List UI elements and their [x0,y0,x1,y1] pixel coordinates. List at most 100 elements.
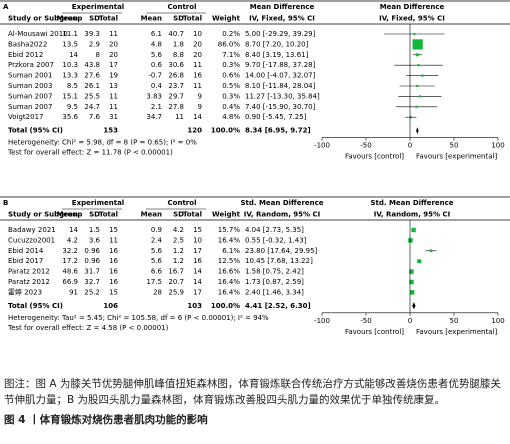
weight: 16.4% [218,236,241,244]
cell: 1.2 [173,247,184,255]
effect-ci: 14.00 [-4.07, 32.07] [245,72,316,80]
column-header: IV, Fixed, 95% CI [379,15,445,23]
study-name: Paratz 2012 [8,278,50,286]
effect-square [411,227,416,233]
cell: 11 [109,92,118,100]
cell: 11 [109,30,118,38]
cell: 8.5 [67,82,78,90]
heterogeneity: Heterogeneity: Tau² = 5.45; Chi² = 105.5… [8,314,269,322]
favours-right: Favours [experimental] [416,328,497,336]
cell: 16 [109,247,118,255]
cell: 23.7 [168,82,184,90]
favours-left: Favours [control] [345,328,404,336]
cell: 15.1 [62,92,78,100]
effect-ci: 8.10 [-11.84, 28.04] [245,82,316,90]
effect-ci: 1.73 [0.87, 2.59] [245,278,304,286]
total-effect: 4.41 [2.52, 6.30] [245,302,311,310]
cell: 35.6 [62,113,78,121]
cell: 9 [198,92,202,100]
x-tick-label: 100 [491,142,504,150]
group-header: Experimental [72,3,124,11]
group-header: Control [168,199,197,207]
cell: 25.5 [84,92,100,100]
cell: 17 [193,288,202,296]
column-header: Study or Subgroup [8,15,82,23]
cell: 11 [109,103,118,111]
cell: 2.4 [151,236,163,244]
weight: 0.3% [222,61,240,69]
cell: 14 [69,51,78,59]
cell: 30.6 [168,61,184,69]
effect-square [415,105,418,108]
cell: 20 [193,51,202,59]
cell: 16 [109,278,118,286]
weight: 15.7% [218,226,241,234]
weight: 0.5% [222,82,240,90]
effect-square [409,290,415,295]
cell: 15 [193,226,202,234]
cell: 0.96 [84,257,100,265]
weight: 4.8% [222,113,240,121]
cell: 66.9 [62,278,78,286]
cell: 11 [193,82,202,90]
effect-square [408,238,413,243]
cell: 14 [69,226,78,234]
cell: 1.5 [89,226,100,234]
effect-ci: 7.40 [-15.90, 30.70] [245,103,316,111]
total-weight: 100.0% [211,127,240,135]
cell: 27.6 [84,72,100,80]
cell: 11 [175,113,184,121]
cell: 28 [153,288,162,296]
cell: 10 [193,236,202,244]
cell: -0.7 [148,72,162,80]
cell: 6.6 [151,268,163,276]
group-header: Mean Difference [250,3,315,11]
effect-square [409,115,412,119]
overall-test: Test for overall effect: Z = 4.58 (P < 0… [7,324,169,332]
total-name: Total (95% CI) [8,302,63,310]
cell: 39.3 [84,30,100,38]
group-header: Control [168,3,197,11]
study-name: Ebid 2014 [8,247,44,255]
cell: 26.1 [84,82,100,90]
column-header: SD [173,211,184,219]
cell: 16.7 [168,268,184,276]
favours-right: Favours [experimental] [416,153,497,161]
effect-square [409,279,414,285]
cell: 13.3 [62,72,78,80]
cell: 11 [109,236,118,244]
cell: 16 [109,257,118,265]
total-effect: 8.34 [6.95, 9.72] [245,127,311,135]
cell: 20 [109,40,118,48]
cell: 6.1 [151,30,162,38]
total-n: 153 [103,127,118,135]
column-header: Study or Subgroup [8,211,82,219]
total-n: 106 [103,302,118,310]
group-header: Std. Mean Difference [240,199,323,207]
study-name: Przkora 2007 [8,61,54,69]
favours-left: Favours [control] [345,153,404,161]
weight: 7.1% [222,51,240,59]
overall-test: Test for overall effect: Z = 11.78 (P < … [7,149,173,157]
effect-square [415,53,419,57]
column-header: IV, Random, 95% CI [244,211,320,219]
weight: 16.6% [218,268,241,276]
group-header: Mean Difference [380,3,445,11]
column-header: SD [173,15,184,23]
effect-ci: 8.40 [3.19, 13.61] [245,51,309,59]
study-name: Suman 2007 [8,103,52,111]
cell: 34.7 [146,113,162,121]
weight: 6.1% [222,247,240,255]
cell: 10 [193,30,202,38]
column-header: Weight [212,211,241,219]
cell: 14 [193,268,202,276]
effect-ci: 23.80 [17.64, 29.95] [245,247,318,255]
cell: 2.1 [151,103,162,111]
column-header: Mean [57,15,78,23]
column-header: IV, Random, 95% CI [374,211,450,219]
cell: 31 [109,113,118,121]
cell: 17.2 [62,257,78,265]
cell: 3.6 [89,236,101,244]
cell: 7.6 [89,113,101,121]
effect-square [416,84,419,88]
